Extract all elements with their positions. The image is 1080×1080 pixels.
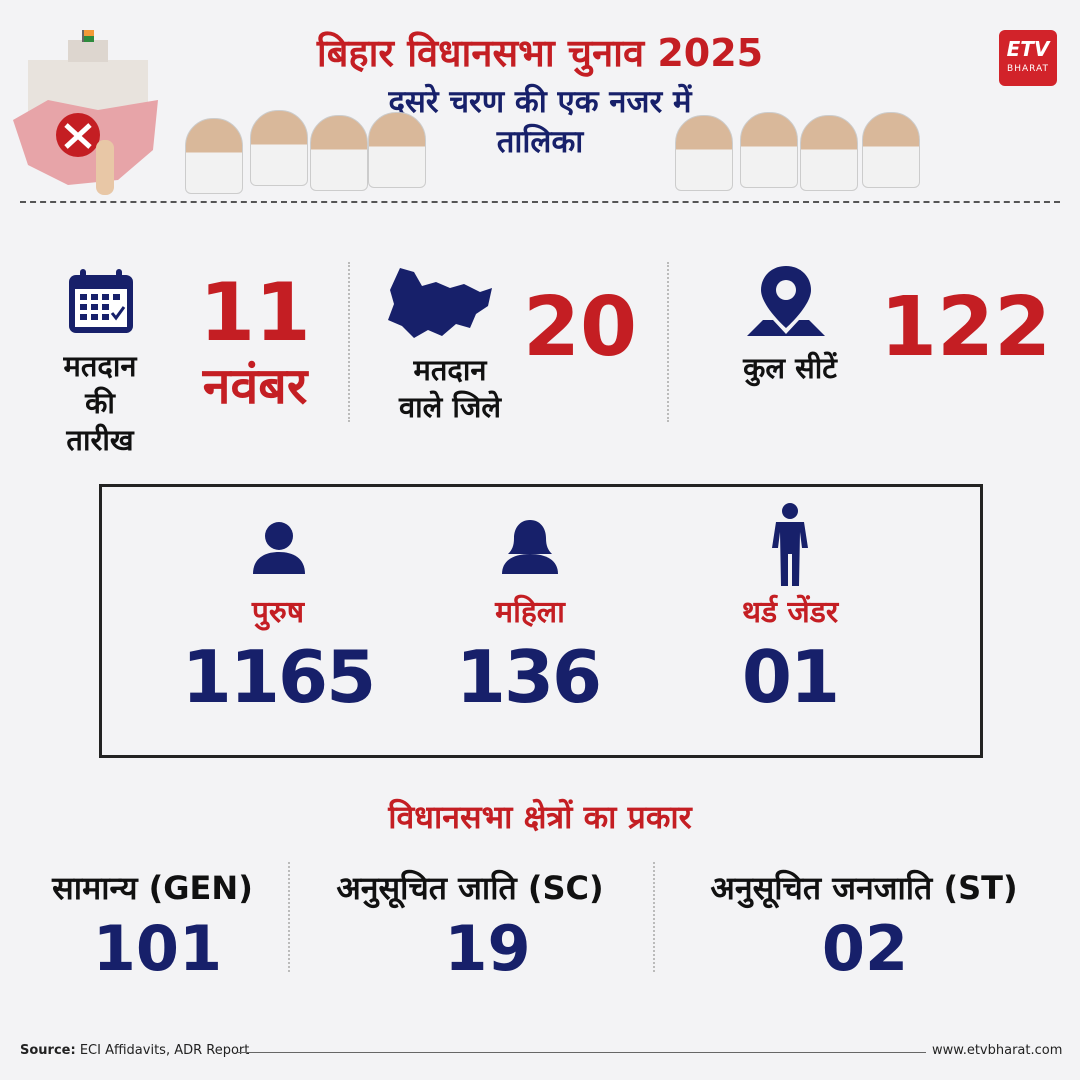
- districts-value: 20: [522, 280, 638, 375]
- vote-date-month: नवंबर: [202, 357, 308, 415]
- calendar-icon: [66, 267, 136, 341]
- female-value: 136: [455, 635, 602, 719]
- vote-date-label: मतदान की तारीख: [40, 348, 160, 459]
- logo-subtext: BHARAT: [1007, 64, 1049, 74]
- vote-date-label-1: मतदान: [63, 349, 137, 383]
- page-subtitle: दूसरे चरण की एक नजर में तालिका: [0, 82, 1080, 162]
- portrait-4: [368, 112, 426, 188]
- male-icon: [251, 520, 307, 578]
- total-seats-value: 122: [880, 280, 1052, 375]
- female-icon: [500, 518, 560, 578]
- stats-divider-2: [667, 262, 669, 422]
- source-text: ECI Affidavits, ADR Report: [79, 1043, 250, 1058]
- total-seats-label: कुल सीटें: [743, 351, 837, 385]
- etv-bharat-logo: ETV BHARAT: [999, 30, 1057, 86]
- portrait-1: [185, 118, 243, 194]
- constituency-divider-1: [288, 862, 290, 972]
- gen-label: सामान्य (GEN): [52, 869, 253, 907]
- assembly-illustration: [8, 30, 168, 200]
- portrait-3: [310, 115, 368, 191]
- st-value: 02: [821, 912, 909, 985]
- districts-label-2: वाले जिले: [398, 390, 502, 424]
- districts-label-1: मतदान: [413, 353, 487, 387]
- vote-date-label-3: तारीख: [66, 423, 134, 457]
- source-label: Source:: [20, 1043, 76, 1058]
- gen-value: 101: [92, 912, 223, 985]
- location-pin-icon: [743, 262, 829, 344]
- vote-date-day: 11: [199, 266, 311, 359]
- third-gender-label: थर्ड जेंडर: [741, 595, 839, 630]
- portrait-7: [800, 115, 858, 191]
- female-label: महिला: [495, 595, 565, 630]
- stats-divider-1: [348, 262, 350, 422]
- sc-value: 19: [444, 912, 531, 985]
- sc-label: अनुसूचित जाति (SC): [336, 869, 604, 907]
- page-title: बिहार विधानसभा चुनाव 2025: [316, 31, 764, 75]
- districts-label: मतदान वाले जिले: [380, 352, 520, 426]
- portrait-8: [862, 112, 920, 188]
- portrait-5: [675, 115, 733, 191]
- male-value: 1165: [181, 635, 376, 719]
- third-gender-icon: [768, 502, 812, 590]
- source-credit: Source: ECI Affidavits, ADR Report: [20, 1043, 249, 1058]
- header-divider: [20, 201, 1060, 203]
- portrait-6: [740, 112, 798, 188]
- male-label: पुरुष: [251, 595, 305, 630]
- bihar-map-icon: [384, 262, 496, 346]
- portrait-2: [250, 110, 308, 186]
- vote-date-label-2: की: [85, 386, 115, 420]
- constituency-heading: विधानसभा क्षेत्रों का प्रकार: [388, 798, 692, 836]
- website-link[interactable]: www.etvbharat.com: [932, 1043, 1063, 1058]
- logo-text: ETV: [1006, 37, 1050, 61]
- footer-line: [238, 1052, 926, 1053]
- subtitle-line-1: दूसरे चरण की एक नजर में: [388, 84, 692, 120]
- third-gender-value: 01: [741, 635, 840, 719]
- candidates-box: [99, 484, 983, 758]
- constituency-divider-2: [653, 862, 655, 972]
- st-label: अनुसूचित जनजाति (ST): [710, 869, 1018, 907]
- subtitle-line-2: तालिका: [496, 124, 584, 160]
